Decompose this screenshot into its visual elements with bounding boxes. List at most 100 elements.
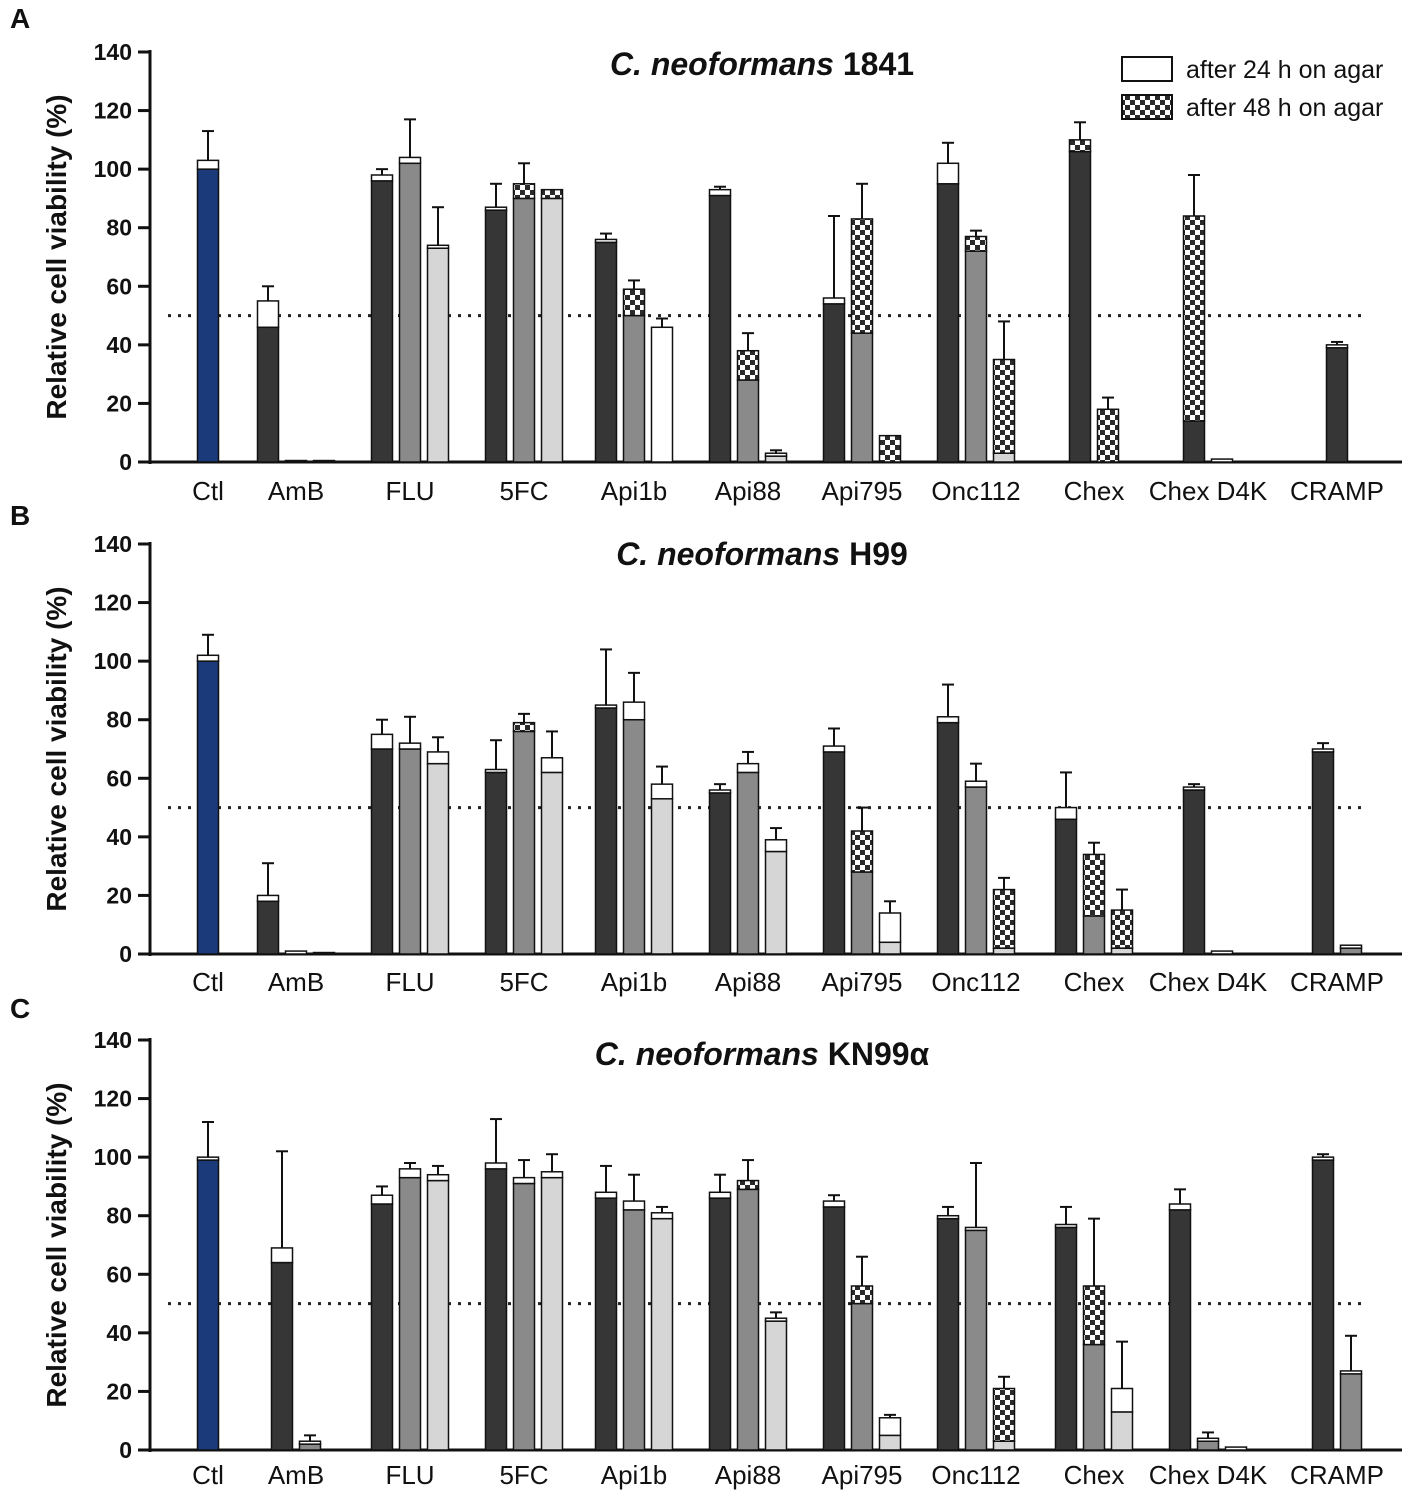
bar-48h-segment [512,721,536,733]
y-axis-label: Relative cell viability (%) [41,94,72,419]
bar-48h-segment [622,288,646,317]
bar-group-api88 [708,1159,788,1451]
bar-group-flu [370,715,450,955]
x-tick-label: Api795 [822,1460,903,1490]
bar-group-chex [1054,1205,1134,1451]
bar-48h-segment [540,757,564,774]
bar-group-ctl [196,1121,220,1451]
bar-group-chex-d4k [1182,174,1234,463]
x-tick-label: FLU [385,967,434,997]
y-tick-label: 20 [106,882,132,908]
bar-24h [1054,1226,1078,1451]
x-tick-label: CRAMP [1290,1460,1384,1490]
bar-48h-segment [850,218,874,334]
bar-24h [512,730,536,955]
bar-group-api795 [822,1194,902,1451]
bar-48h-segment [196,159,220,170]
bar-24h [1311,751,1335,955]
legend-label-24h: after 24 h on agar [1186,56,1383,84]
bar-24h [298,1443,322,1451]
bar-24h [540,197,564,463]
bar-48h-segment [622,701,646,721]
bar-48h-segment [850,1285,874,1305]
bar-group-ctl [196,130,220,463]
bar-48h-segment [878,434,902,463]
bar-24h [736,379,760,463]
bar-48h-segment [312,951,336,955]
legend-swatch-48h [1121,94,1173,120]
x-tick-label: Api1b [601,967,668,997]
bar-24h [370,1203,394,1451]
bar-24h [256,326,280,463]
x-tick-label: CRAMP [1290,476,1384,506]
bar-48h-segment [398,742,422,750]
bar-24h [1068,150,1092,463]
chart-title: C. neoformans KN99α [595,1036,930,1072]
bar-48h-segment [850,830,874,873]
bar-24h [512,1182,536,1451]
bar-48h-segment [708,789,732,794]
bar-48h-segment [1096,408,1120,463]
x-tick-label: FLU [385,1460,434,1490]
x-tick-label: 5FC [499,967,548,997]
x-tick-label: Chex [1064,967,1125,997]
bar-group-amb [270,1150,322,1451]
bar-24h [1082,1343,1106,1451]
x-tick-label: Api88 [715,476,782,506]
x-tick-label: Onc112 [931,967,1020,997]
bar-24h [936,721,960,955]
bar-48h-segment [736,1179,760,1191]
bar-24h [764,455,788,463]
bar-48h-segment [936,1214,960,1220]
bar-24h [850,1302,874,1451]
y-tick-label: 0 [119,449,132,475]
bar-24h [270,1261,294,1451]
bar-48h-segment [256,300,280,329]
bar-24h [822,1206,846,1451]
bar-48h-segment [1210,458,1234,463]
y-tick-label: 80 [106,707,132,733]
bar-24h [1339,1373,1363,1451]
y-tick-label: 100 [94,156,132,182]
bar-24h [964,250,988,463]
chart-title-species: C. neoformans [616,536,840,572]
y-tick-label: 140 [94,39,132,65]
bar-48h-segment [936,162,960,185]
y-tick-label: 140 [94,531,132,557]
bar-24h [398,162,422,463]
chart-panel-b: B C. neoformans H99 Relative cell viabilit… [10,500,1402,997]
bar-24h [594,241,618,463]
x-tick-label: AmB [268,1460,324,1490]
bar-24h [1168,1209,1192,1451]
bar-24h [1339,947,1363,955]
y-tick-label: 140 [94,1027,132,1053]
bar-24h [992,452,1016,463]
bar-group-chex-d4k [1182,783,1234,955]
x-tick-label: Onc112 [931,476,1020,506]
bar-24h [196,1159,220,1451]
bar-group-api795 [822,182,902,463]
bar-48h-segment [426,1173,450,1182]
bar-24h [1182,420,1206,463]
bar-24h [650,1217,674,1451]
x-tick-label: Api88 [715,1460,782,1490]
bar-24h [878,941,902,955]
bar-48h-segment [284,459,308,463]
bar-48h-segment [992,358,1016,454]
bar-24h [736,771,760,955]
bar-48h-segment [370,1194,394,1205]
bar-24h [512,197,536,463]
bar-48h-segment [764,839,788,853]
bar-48h-segment [594,238,618,244]
bar-48h-segment [540,188,564,200]
y-tick-label: 100 [94,1144,132,1170]
bar-group-5fc [484,162,564,463]
x-tick-label: Chex D4K [1149,967,1268,997]
y-tick-label: 40 [106,332,132,358]
bar-24h [196,660,220,955]
x-tick-label: Onc112 [931,1460,1020,1490]
bar-48h-segment [1182,786,1206,791]
bar-48h-segment [196,654,220,662]
bar-24h [708,792,732,955]
